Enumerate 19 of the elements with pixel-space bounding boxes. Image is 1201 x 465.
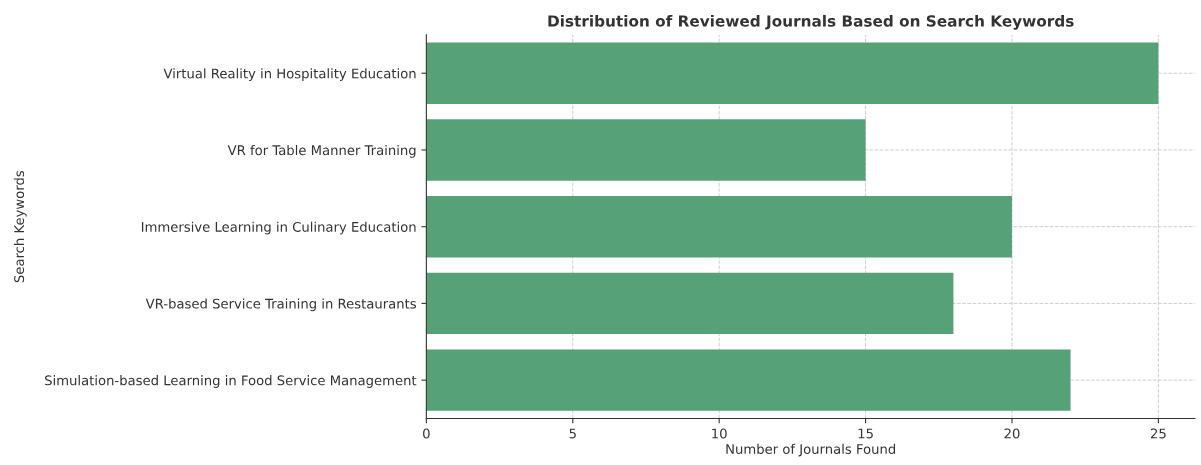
bar	[426, 119, 866, 181]
y-tick-label: VR-based Service Training in Restaurants	[145, 298, 416, 312]
y-tick-label: Simulation-based Learning in Food Service Management	[45, 375, 417, 388]
x-tick-label: 25	[1150, 428, 1166, 439]
bar	[426, 349, 1071, 411]
x-tick-label: 5	[569, 428, 576, 439]
y-tick-label: VR for Table Manner Training	[227, 144, 416, 158]
chart-title: Distribution of Reviewed Journals Based on Search Keywords	[548, 14, 1074, 30]
x-axis-title: Number of Journals Found	[726, 443, 896, 457]
bar	[426, 196, 1012, 258]
bar	[426, 42, 1159, 104]
y-axis-title: Search Keywords	[13, 170, 27, 283]
y-tick-label: Virtual Reality in Hospitality Education	[163, 68, 416, 81]
x-tick-label: 0	[423, 428, 430, 439]
x-tick-label: 10	[712, 428, 727, 439]
x-tick-label: 15	[858, 428, 873, 439]
x-tick-label: 20	[1004, 428, 1020, 439]
y-tick-label: Immersive Learning in Culinary Education	[141, 221, 416, 235]
bar	[426, 272, 954, 335]
